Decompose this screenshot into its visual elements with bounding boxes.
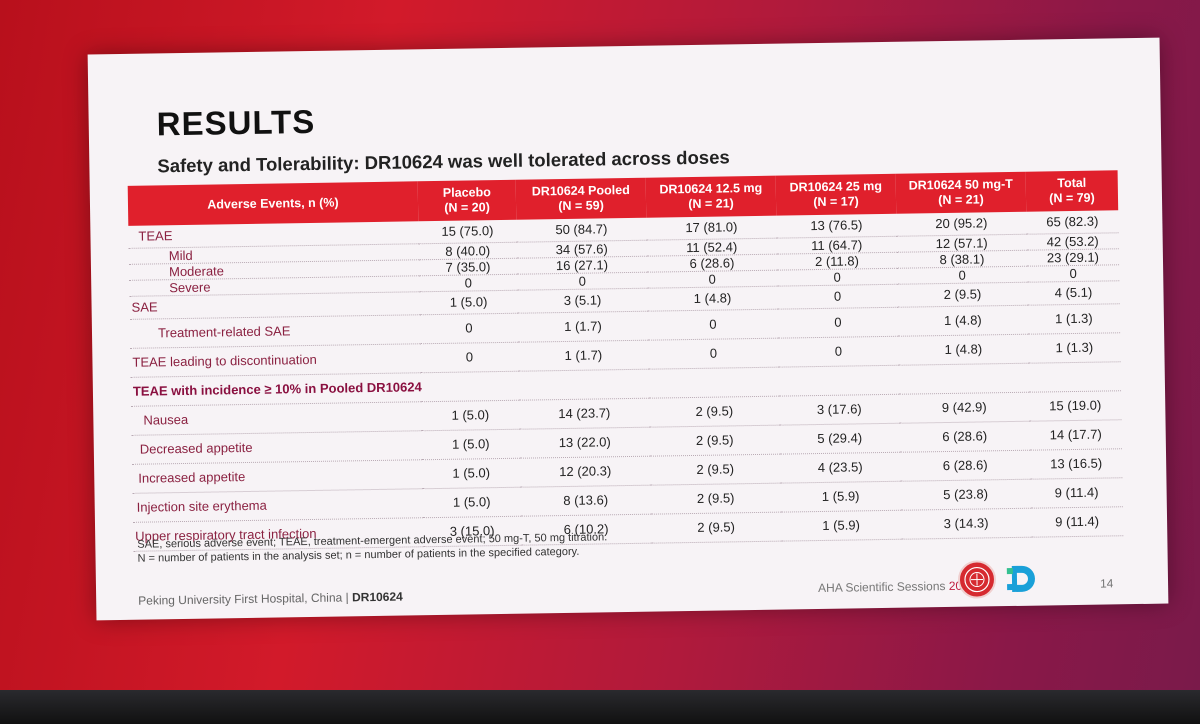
table-cell: 4 (5.1) xyxy=(1027,280,1120,306)
slide: RESULTS Safety and Tolerability: DR10624… xyxy=(87,37,1169,621)
table-cell: 15 (75.0) xyxy=(418,219,517,244)
table-cell: 1 (4.8) xyxy=(897,305,1029,337)
table-cell: 65 (82.3) xyxy=(1026,210,1119,235)
adverse-events-table: Adverse Events, n (%) Placebo (N = 20) DR… xyxy=(127,170,1124,552)
table-cell: 0 xyxy=(419,313,519,344)
header-placebo: Placebo (N = 20) xyxy=(417,179,517,222)
table-cell: 0 xyxy=(1027,264,1120,283)
table-cell: 2 (9.5) xyxy=(649,425,780,457)
company-logo-icon xyxy=(1004,562,1039,597)
session-credit: AHA Scientific Sessions 2025 xyxy=(817,579,976,596)
table-cell: 1 (1.3) xyxy=(1027,303,1121,335)
table-cell: 13 (76.5) xyxy=(776,213,897,239)
header-adverse-events: Adverse Events, n (%) xyxy=(127,181,419,226)
table-cell: 1 (4.8) xyxy=(898,334,1029,366)
stage-floor xyxy=(0,690,1200,724)
table-cell: 9 (42.9) xyxy=(899,392,1030,424)
table-cell: 12 (20.3) xyxy=(520,456,651,488)
table-cell: 1 (1.7) xyxy=(517,311,649,343)
table-cell: 0 xyxy=(778,336,899,368)
table-cell: 6 (28.6) xyxy=(899,450,1031,482)
table-cell: 2 (9.5) xyxy=(649,396,780,428)
row-label: Injection site erythema xyxy=(132,488,423,523)
table-cell: 5 (29.4) xyxy=(779,423,900,455)
table-cell: 2 (9.5) xyxy=(650,454,781,486)
table-cell: 0 xyxy=(777,307,899,339)
row-label: TEAE leading to discontinuation xyxy=(130,343,421,378)
header-25mg: DR10624 25 mg (N = 17) xyxy=(775,173,897,216)
table-cell: 0 xyxy=(419,274,518,292)
table-cell: 4 (23.5) xyxy=(779,452,901,484)
table-cell: 3 (5.1) xyxy=(517,288,648,314)
table-cell: 3 (17.6) xyxy=(779,394,900,426)
table-cell: 9 (11.4) xyxy=(1030,506,1124,538)
header-50mg-t: DR10624 50 mg-T (N = 21) xyxy=(895,171,1027,214)
header-12-5mg: DR10624 12.5 mg (N = 21) xyxy=(645,175,777,218)
table-cell: 1 (5.0) xyxy=(422,487,521,518)
institution-credit: Peking University First Hospital, China … xyxy=(138,589,403,608)
table-cell: 2 (9.5) xyxy=(650,483,781,515)
table-cell: 0 xyxy=(648,338,779,370)
table-cell: 15 (19.0) xyxy=(1029,390,1122,422)
table-cell: 23 (29.1) xyxy=(1026,248,1120,267)
table-cell: 1 (1.3) xyxy=(1028,332,1121,364)
header-total: Total (N = 79) xyxy=(1025,170,1119,212)
table-cell: 1 (5.0) xyxy=(422,458,521,489)
table-cell: 7 (35.0) xyxy=(418,258,518,276)
table-cell: 2 (11.8) xyxy=(776,252,898,271)
table-cell: 9 (11.4) xyxy=(1030,477,1123,509)
university-seal-logo-icon xyxy=(957,560,997,599)
table-cell: 0 xyxy=(647,309,779,341)
table-cell: 5 (23.8) xyxy=(900,479,1031,511)
table-cell: 1 (5.9) xyxy=(780,481,901,513)
table-cell: 1 (5.0) xyxy=(421,429,521,460)
table-cell: 14 (17.7) xyxy=(1029,419,1122,451)
page-number: 14 xyxy=(1099,576,1114,591)
table-cell: 8 (40.0) xyxy=(418,242,517,260)
header-pooled: DR10624 Pooled (N = 59) xyxy=(515,177,647,220)
table-cell: 6 (28.6) xyxy=(899,421,1030,453)
slide-subtitle: Safety and Tolerability: DR10624 was wel… xyxy=(157,146,730,177)
table-cell: 42 (53.2) xyxy=(1026,232,1119,251)
table-cell: 1 (5.0) xyxy=(419,290,518,315)
table-cell: 50 (84.7) xyxy=(516,217,647,243)
table-cell: 13 (16.5) xyxy=(1029,448,1123,480)
table-cell: 1 (5.0) xyxy=(421,400,520,431)
table-cell: 20 (95.2) xyxy=(896,211,1027,237)
row-label: Nausea xyxy=(131,401,422,436)
table-cell: 1 (4.8) xyxy=(647,286,778,312)
table-cell: 0 xyxy=(420,342,519,373)
row-label: Treatment-related SAE xyxy=(129,314,421,349)
table-cell: 14 (23.7) xyxy=(519,398,650,430)
row-label: Increased appetite xyxy=(132,459,423,494)
table-cell: 13 (22.0) xyxy=(519,427,651,459)
table-cell: 0 xyxy=(777,284,898,310)
table-cell: 1 (1.7) xyxy=(518,340,649,372)
table-cell: 0 xyxy=(777,268,898,287)
table-cell: 2 (9.5) xyxy=(897,282,1028,308)
table-cell: 8 (13.6) xyxy=(520,485,651,517)
table-cell: 17 (81.0) xyxy=(646,215,777,241)
table-cell: 11 (64.7) xyxy=(776,236,897,255)
row-label: Decreased appetite xyxy=(131,430,423,465)
slide-title: RESULTS xyxy=(156,102,316,143)
